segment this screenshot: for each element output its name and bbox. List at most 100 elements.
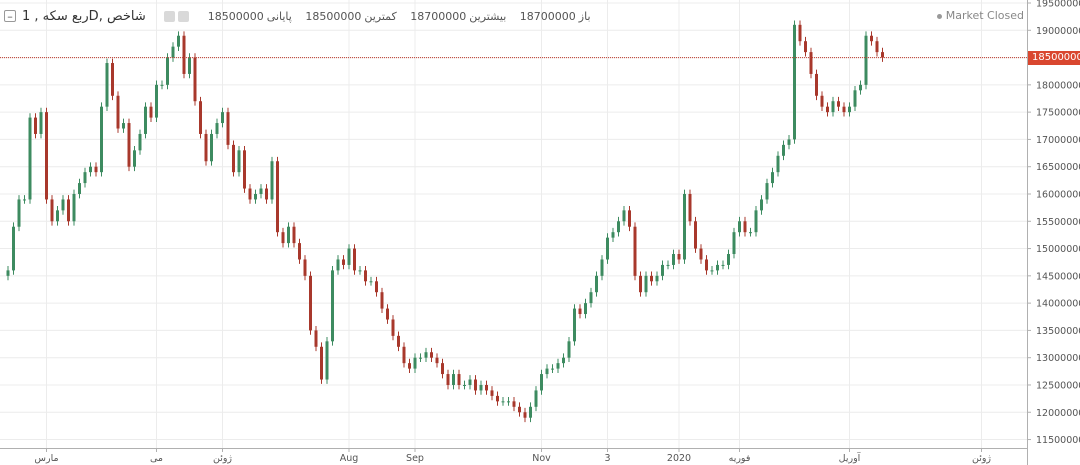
candle-body xyxy=(243,150,246,189)
candle xyxy=(50,195,54,226)
candle xyxy=(320,342,323,384)
candle-body xyxy=(347,248,351,265)
candle-body xyxy=(303,259,307,276)
candle-body xyxy=(809,52,813,74)
candle-body xyxy=(193,57,197,102)
candle-body xyxy=(743,221,747,233)
candle xyxy=(617,216,620,237)
price-tick-label: 12500000 xyxy=(1036,380,1080,391)
candle-body xyxy=(430,352,433,358)
low-value: 18500000 xyxy=(305,9,362,23)
candle xyxy=(430,347,433,363)
candle-body xyxy=(804,41,807,53)
candle-body xyxy=(771,172,774,184)
candle-body xyxy=(155,84,158,118)
candle xyxy=(842,102,846,117)
candle-body xyxy=(424,352,428,358)
candle xyxy=(804,36,807,57)
candle xyxy=(133,145,136,172)
candle xyxy=(188,53,191,79)
candle-body xyxy=(507,401,510,403)
candle-body xyxy=(100,106,103,173)
close-label: پایانی xyxy=(266,9,292,23)
candle xyxy=(710,266,714,275)
candle xyxy=(171,42,175,62)
candle xyxy=(556,358,560,373)
candle-body xyxy=(331,270,334,342)
candle-body xyxy=(265,188,268,200)
candle xyxy=(848,102,851,117)
candle-body xyxy=(61,199,65,211)
candle xyxy=(716,260,719,275)
candle xyxy=(809,47,813,79)
candle xyxy=(831,96,835,117)
candle xyxy=(375,276,378,297)
candle xyxy=(292,222,296,248)
candle-body xyxy=(661,264,664,276)
candle xyxy=(595,271,598,297)
price-axis[interactable]: 11500000 12000000 12500000 13000000 13500000… xyxy=(1027,0,1080,446)
candle-body xyxy=(644,275,648,293)
candle-body xyxy=(221,112,224,124)
candle xyxy=(606,233,609,264)
candle-body xyxy=(793,24,796,140)
candle-body xyxy=(369,281,373,283)
candle-body xyxy=(683,193,686,260)
collapse-legend-button[interactable]: – xyxy=(4,10,16,22)
candle xyxy=(435,353,439,368)
candle-body xyxy=(732,232,736,255)
candle-body xyxy=(875,41,879,53)
settings-icon[interactable] xyxy=(163,10,175,22)
candle-body xyxy=(848,106,851,113)
candle xyxy=(738,216,741,237)
candle xyxy=(496,391,499,406)
candle xyxy=(215,118,219,139)
candle-body xyxy=(639,275,642,293)
candle xyxy=(149,102,153,122)
candle xyxy=(562,353,565,368)
candle-body xyxy=(17,199,21,227)
candle-body xyxy=(600,259,604,276)
candle xyxy=(754,205,758,237)
candle xyxy=(160,80,164,90)
candle-body xyxy=(325,341,329,380)
time-axis[interactable]: مارس می ژوئن Aug Sep Nov 3 2020 فوریه آوریل ژوئن xyxy=(34,448,991,464)
candle xyxy=(699,244,703,264)
candle-body xyxy=(617,221,620,233)
candle xyxy=(270,156,274,204)
time-tick-label: فوریه xyxy=(729,453,751,464)
eye-icon[interactable] xyxy=(177,10,189,22)
candle-body xyxy=(237,150,241,173)
candle xyxy=(331,266,334,346)
candle xyxy=(490,386,494,401)
candle xyxy=(61,195,65,215)
candle xyxy=(672,249,675,270)
candle-body xyxy=(655,275,659,282)
candle-body xyxy=(210,133,213,162)
time-tick-label: آوریل xyxy=(839,451,861,464)
candle xyxy=(727,249,730,270)
candle-body xyxy=(606,237,609,260)
candle xyxy=(45,107,48,204)
candle-body xyxy=(853,90,857,107)
candle-body xyxy=(562,357,565,364)
candle xyxy=(210,129,213,166)
candle xyxy=(765,178,769,204)
candle xyxy=(287,222,290,248)
candle xyxy=(127,118,131,172)
candle-body xyxy=(199,101,202,134)
symbol-title[interactable]: شاخص ,Dربع سکه , 1 xyxy=(22,8,146,24)
candle-body xyxy=(650,275,653,282)
candle-body xyxy=(699,248,703,260)
candle xyxy=(122,118,125,133)
candle-body xyxy=(721,264,725,266)
price-tick-label: 12000000 xyxy=(1036,408,1080,419)
candle xyxy=(787,135,791,150)
candle xyxy=(479,380,483,395)
candle-body xyxy=(589,292,593,304)
candle xyxy=(67,195,70,226)
candle-body xyxy=(540,374,543,391)
candle-body xyxy=(78,183,81,194)
candle xyxy=(232,140,235,177)
